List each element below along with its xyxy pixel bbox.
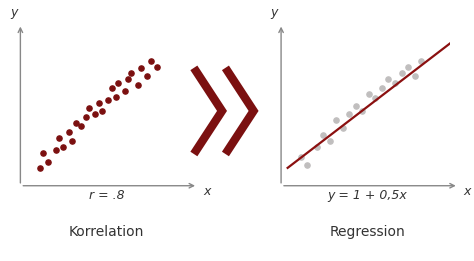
Text: x: x: [203, 185, 210, 198]
Point: [153, 65, 161, 69]
Point: [417, 59, 425, 63]
Point: [72, 121, 80, 126]
Point: [326, 139, 334, 143]
Point: [359, 109, 366, 114]
Point: [113, 94, 120, 99]
Point: [365, 92, 373, 96]
Text: Regression: Regression: [329, 225, 405, 239]
Point: [147, 59, 155, 63]
Point: [404, 65, 412, 69]
Point: [65, 130, 73, 134]
Point: [44, 160, 52, 164]
Text: Korrelation: Korrelation: [69, 225, 145, 239]
Point: [319, 133, 327, 137]
Point: [333, 118, 340, 122]
Point: [378, 86, 386, 90]
Point: [385, 77, 392, 81]
Point: [77, 124, 84, 128]
Text: r = .8: r = .8: [89, 189, 125, 202]
Text: x: x: [464, 185, 471, 198]
Point: [297, 155, 304, 159]
Point: [104, 98, 112, 102]
Point: [39, 151, 47, 155]
Point: [398, 71, 405, 75]
Point: [59, 145, 66, 149]
Point: [346, 112, 353, 116]
Point: [108, 86, 115, 90]
Point: [36, 166, 44, 170]
Point: [313, 145, 321, 149]
Point: [114, 81, 122, 85]
Point: [55, 136, 63, 140]
Text: y: y: [271, 6, 278, 19]
Point: [95, 100, 102, 105]
Point: [411, 74, 419, 78]
Point: [137, 66, 145, 70]
Point: [391, 81, 399, 85]
Point: [98, 109, 106, 114]
Point: [134, 83, 141, 87]
Point: [124, 77, 132, 81]
Point: [82, 115, 89, 120]
Point: [69, 139, 76, 143]
Point: [53, 148, 60, 152]
Point: [121, 88, 128, 93]
Point: [372, 96, 379, 100]
Point: [339, 126, 347, 130]
Point: [91, 112, 99, 116]
Text: y: y: [10, 6, 18, 19]
Point: [352, 103, 360, 108]
Text: y = 1 + 0,5x: y = 1 + 0,5x: [328, 189, 407, 202]
Point: [85, 106, 92, 111]
Point: [144, 74, 151, 78]
Point: [127, 71, 135, 75]
Point: [303, 163, 311, 167]
